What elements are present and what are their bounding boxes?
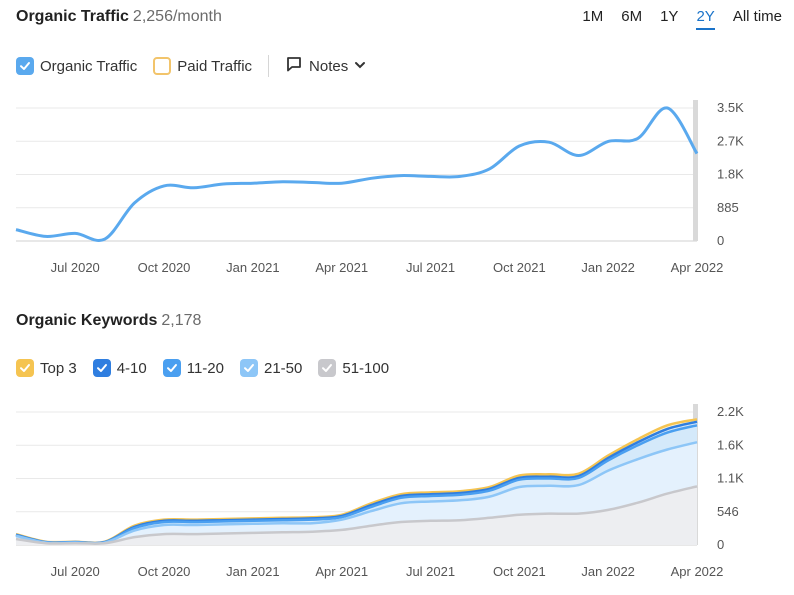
legend-4-10-label: 4-10 xyxy=(116,359,147,377)
x-tick-label: Jul 2020 xyxy=(51,564,100,579)
legend-paid-traffic[interactable]: Paid Traffic xyxy=(153,57,252,75)
period-1y[interactable]: 1Y xyxy=(660,8,679,25)
x-tick-label: Apr 2021 xyxy=(315,260,368,275)
traffic-title: Organic Traffic 2,256/month xyxy=(16,8,222,26)
legend-divider xyxy=(268,55,270,77)
line-11-20 xyxy=(15,424,698,545)
notes-label: Notes xyxy=(309,57,349,75)
period-all-time[interactable]: All time xyxy=(732,8,782,25)
y-tick-label: 1.1K xyxy=(717,471,744,486)
period-selector: 1M 6M 1Y 2Y All time xyxy=(582,8,782,30)
checkbox-unchecked-icon[interactable] xyxy=(153,57,172,75)
y-tick-label: 2.2K xyxy=(717,404,744,419)
current-period-band xyxy=(693,100,698,241)
y-tick-label: 0 xyxy=(717,233,724,248)
keywords-title: Organic Keywords 2,178 xyxy=(16,312,201,330)
x-tick-label: Oct 2021 xyxy=(493,260,546,275)
x-tick-label: Jan 2022 xyxy=(581,260,635,275)
keywords-title-label: Organic Keywords xyxy=(16,312,158,329)
checkbox-checked-icon[interactable] xyxy=(92,359,111,377)
y-tick-label: 885 xyxy=(717,200,739,215)
y-tick-label: 1.8K xyxy=(717,167,744,182)
x-tick-label: Jan 2021 xyxy=(226,260,280,275)
line-21-50 xyxy=(15,440,698,545)
keywords-value: 2,178 xyxy=(161,312,202,329)
checkbox-checked-icon[interactable] xyxy=(318,359,337,377)
x-tick-label: Jul 2021 xyxy=(406,564,455,579)
x-tick-label: Jul 2021 xyxy=(406,260,455,275)
checkbox-checked-icon[interactable] xyxy=(16,57,34,75)
line-51-100 xyxy=(15,485,698,545)
y-tick-label: 0 xyxy=(717,537,724,552)
x-tick-label: Apr 2021 xyxy=(315,564,368,579)
y-tick-label: 546 xyxy=(717,504,739,519)
period-6m[interactable]: 6M xyxy=(621,8,643,25)
legend-paid-label: Paid Traffic xyxy=(177,57,253,75)
organic-traffic-line xyxy=(15,106,699,242)
x-tick-label: Jul 2020 xyxy=(51,260,100,275)
legend-top-3-label: Top 3 xyxy=(40,359,77,377)
period-1m[interactable]: 1M xyxy=(582,8,604,25)
checkbox-checked-icon[interactable] xyxy=(16,359,34,377)
traffic-chart: 0 885 1.8K 2.7K 3.5K Jul 2020 Oct 2020 Jan 2021… xyxy=(15,100,744,275)
period-2y[interactable]: 2Y xyxy=(696,8,715,30)
comment-icon xyxy=(285,55,303,77)
x-tick-label: Oct 2020 xyxy=(138,260,191,275)
traffic-title-label: Organic Traffic xyxy=(16,8,129,25)
legend-organic-label: Organic Traffic xyxy=(40,57,138,75)
x-tick-label: Jan 2021 xyxy=(226,564,280,579)
y-tick-label: 2.7K xyxy=(717,133,744,148)
legend-11-20[interactable]: 11-20 xyxy=(162,359,224,377)
legend-4-10[interactable]: 4-10 xyxy=(92,359,147,377)
legend-top-3[interactable]: Top 3 xyxy=(16,359,77,377)
x-tick-label: Oct 2020 xyxy=(138,564,191,579)
y-tick-label: 3.5K xyxy=(717,100,744,115)
x-tick-label: Oct 2021 xyxy=(493,564,546,579)
checkbox-checked-icon[interactable] xyxy=(162,359,181,377)
legend-organic-traffic[interactable]: Organic Traffic xyxy=(16,57,137,75)
y-tick-label: 1.6K xyxy=(717,437,744,452)
notes-dropdown[interactable]: Notes xyxy=(285,55,366,77)
checkbox-checked-icon[interactable] xyxy=(240,359,258,377)
traffic-legend: Organic Traffic Paid Traffic Notes xyxy=(16,55,366,77)
keywords-legend: Top 3 4-10 11-20 21-50 51-100 xyxy=(16,359,389,377)
legend-11-20-label: 11-20 xyxy=(186,359,224,377)
x-tick-label: Jan 2022 xyxy=(581,564,635,579)
legend-21-50[interactable]: 21-50 xyxy=(240,359,302,377)
legend-21-50-label: 21-50 xyxy=(264,359,303,377)
traffic-value: 2,256/month xyxy=(132,8,222,25)
x-tick-label: Apr 2022 xyxy=(671,564,724,579)
chevron-down-icon xyxy=(354,58,366,75)
legend-51-100-label: 51-100 xyxy=(342,359,390,377)
x-tick-label: Apr 2022 xyxy=(671,260,724,275)
legend-51-100[interactable]: 51-100 xyxy=(318,359,389,377)
area-51-100 xyxy=(16,486,697,545)
